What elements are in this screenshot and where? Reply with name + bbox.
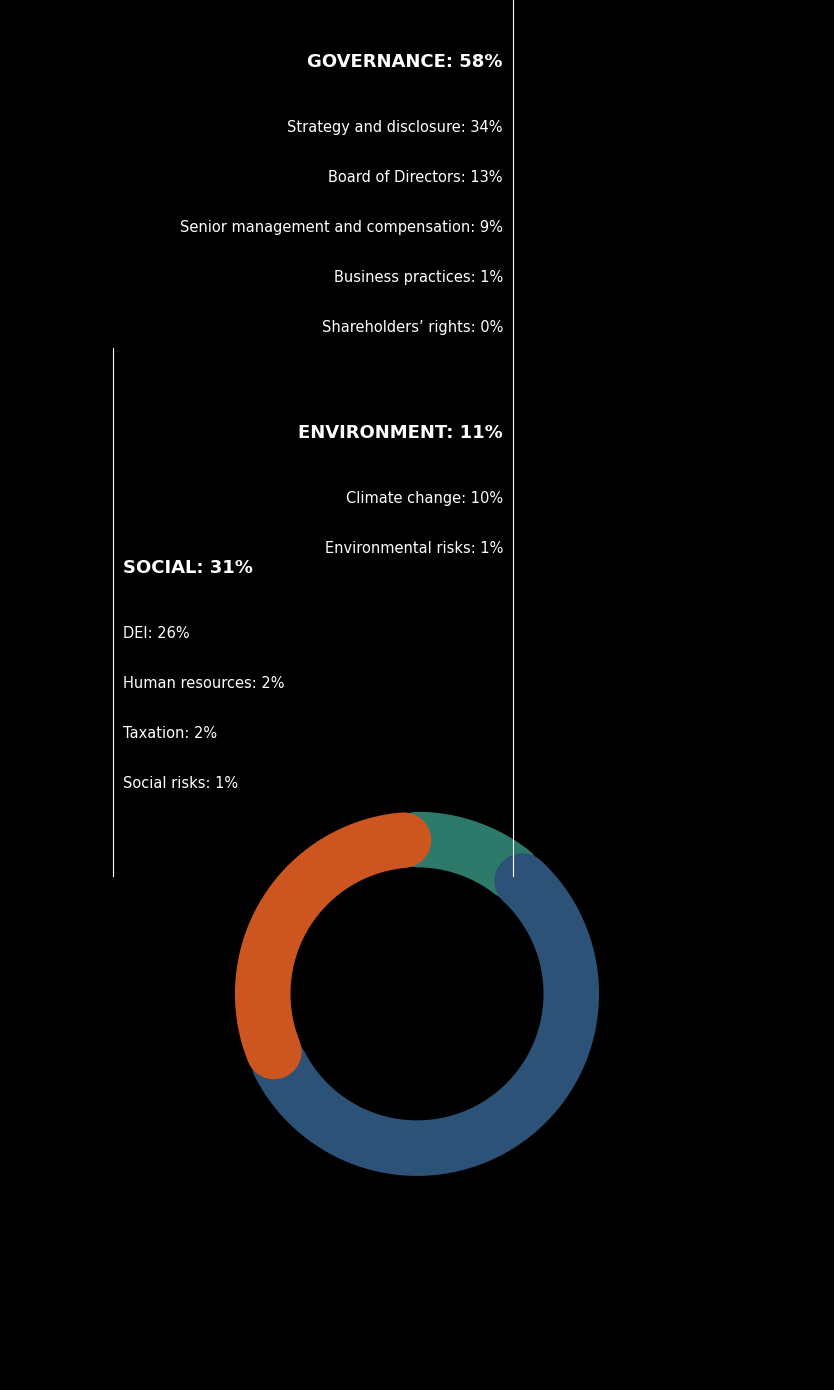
Text: Business practices: 1%: Business practices: 1% xyxy=(334,270,503,285)
Text: Climate change: 10%: Climate change: 10% xyxy=(346,491,503,506)
Text: Taxation: 2%: Taxation: 2% xyxy=(123,726,217,741)
Text: Strategy and disclosure: 34%: Strategy and disclosure: 34% xyxy=(288,120,503,135)
Text: DEI: 26%: DEI: 26% xyxy=(123,626,189,641)
Text: Human resources: 2%: Human resources: 2% xyxy=(123,676,284,691)
Text: ENVIRONMENT: 11%: ENVIRONMENT: 11% xyxy=(298,424,503,442)
Text: GOVERNANCE: 58%: GOVERNANCE: 58% xyxy=(308,53,503,71)
Text: Senior management and compensation: 9%: Senior management and compensation: 9% xyxy=(180,220,503,235)
Text: Shareholders’ rights: 0%: Shareholders’ rights: 0% xyxy=(322,320,503,335)
Text: Board of Directors: 13%: Board of Directors: 13% xyxy=(329,170,503,185)
Text: SOCIAL: 31%: SOCIAL: 31% xyxy=(123,559,253,577)
Text: Social risks: 1%: Social risks: 1% xyxy=(123,776,238,791)
Text: Environmental risks: 1%: Environmental risks: 1% xyxy=(324,541,503,556)
